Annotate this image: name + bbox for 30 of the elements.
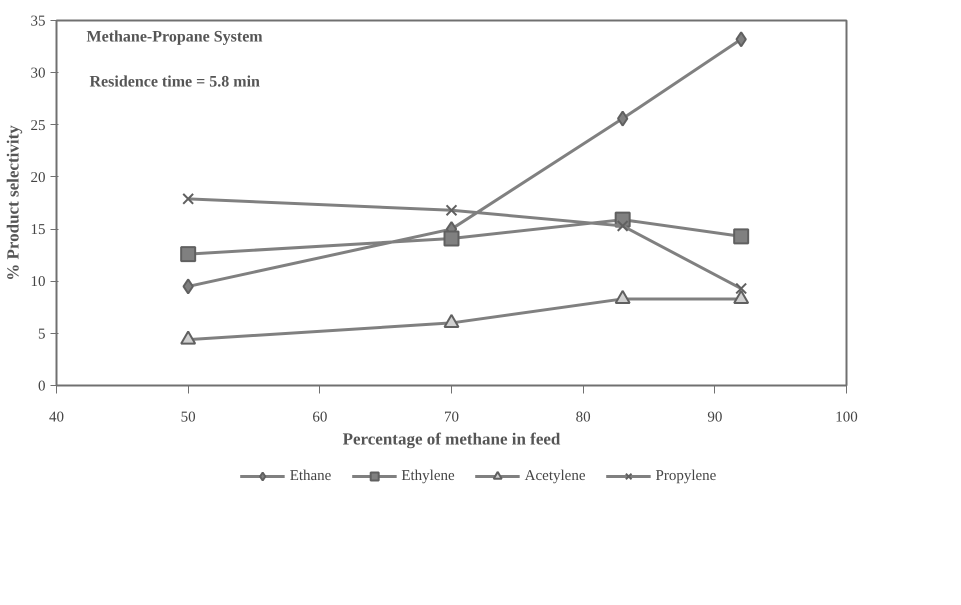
x-tick-label: 70 [444,410,459,426]
y-tick-label: 25 [30,118,46,134]
x-tick-label: 90 [707,410,722,426]
annotation: Residence time = 5.8 min [90,74,260,90]
y-tick-label: 0 [38,378,46,394]
point [735,282,748,294]
x-tick-label: 80 [576,410,591,426]
point [180,330,196,345]
point [444,230,460,246]
point [446,204,458,216]
x-tick-label: 50 [180,410,196,426]
legend-label: Ethane [290,468,332,484]
annotation: Methane-Propane System [86,28,264,46]
legend-label: Ethylene [401,468,455,484]
x-tick-label: 40 [49,410,64,426]
y-tick-label: 35 [30,14,46,30]
y-axis-title: % Product selectivity [4,124,22,281]
y-tick-label: 5 [38,326,46,342]
y-tick-label: 30 [30,66,46,82]
point [733,228,750,244]
legend-label: Propylene [655,468,716,484]
x-tick-label: 60 [312,410,328,426]
y-tick-label: 20 [30,170,46,186]
legend-label: Acetylene [524,468,586,484]
x-tick-label: 100 [835,410,858,426]
x-axis-title: Percentage of methane in feed [342,430,561,448]
y-tick-label: 15 [30,222,46,238]
y-tick-label: 10 [30,274,46,290]
point [182,192,194,205]
point [180,246,196,262]
